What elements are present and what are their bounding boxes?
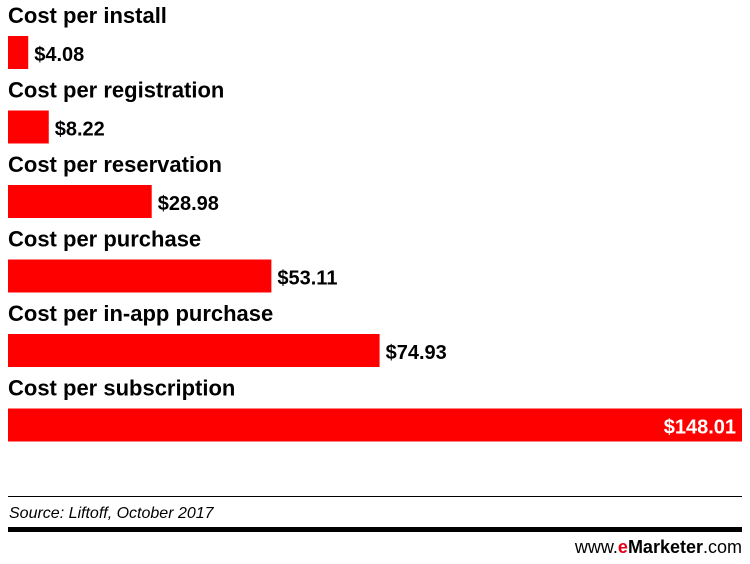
footer-divider-thick — [8, 527, 742, 532]
bar — [8, 259, 272, 293]
brand-prefix: www. — [574, 537, 618, 557]
bar — [8, 408, 742, 442]
data-label: $28.98 — [158, 193, 219, 215]
bar-chart: Cost per install $4.08 Cost per registrati… — [8, 3, 742, 442]
data-label: $4.08 — [34, 44, 84, 66]
category-label: Cost per in-app purchase — [8, 301, 273, 326]
category-label: Cost per install — [8, 3, 167, 28]
data-label: $74.93 — [386, 342, 447, 364]
brand-suffix: .com — [702, 537, 742, 557]
bar — [8, 185, 152, 218]
brand-logo: www.eMarketer.com — [575, 537, 742, 558]
bar — [8, 110, 49, 144]
category-label: Cost per registration — [8, 78, 224, 103]
data-label: $148.01 — [664, 417, 736, 439]
category-label: Cost per purchase — [8, 227, 201, 252]
source-note: Source: Liftoff, October 2017 — [9, 505, 214, 522]
brand-e: e — [617, 537, 628, 557]
data-label: $8.22 — [55, 119, 105, 141]
category-label: Cost per subscription — [8, 376, 235, 401]
category-label: Cost per reservation — [8, 152, 222, 177]
bar — [8, 334, 380, 367]
bar — [8, 36, 29, 69]
data-label: $53.11 — [277, 268, 337, 290]
footer-divider — [8, 496, 742, 497]
brand-name: Marketer — [627, 537, 703, 557]
